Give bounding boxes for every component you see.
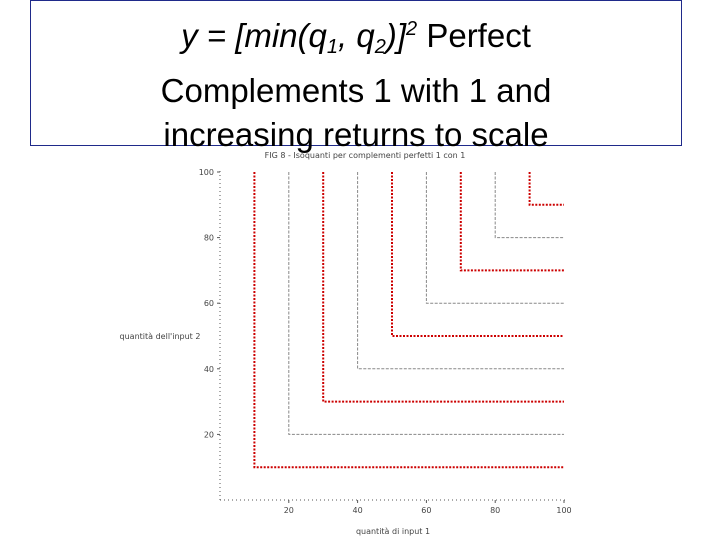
y-tick-label: 20 xyxy=(204,430,214,439)
x-axis-label: quantità di input 1 xyxy=(356,527,430,536)
y-tick-label: 60 xyxy=(204,299,214,308)
title-line-1: y = [min(q1, q2)]2 Perfect xyxy=(31,7,681,69)
formula-close: )] xyxy=(385,17,407,54)
formula-separator: , q xyxy=(338,17,375,54)
x-tick-label: 80 xyxy=(490,506,500,515)
formula-prefix: y = [min(q xyxy=(181,17,327,54)
isoquant-line-red xyxy=(322,172,564,403)
chart-title: FIG 8 - Isoquanti per complementi perfet… xyxy=(265,151,466,160)
isoquant-line-red xyxy=(253,172,564,469)
chart-axes: 20 40 60 80 100 20 40 60 80 100 xyxy=(199,168,572,515)
formula-sub-1: 1 xyxy=(326,36,339,58)
y-tick-label: 80 xyxy=(204,234,214,243)
isoquant-line-red xyxy=(391,172,564,337)
x-tick-label: 60 xyxy=(421,506,431,515)
x-tick-label: 40 xyxy=(353,506,363,515)
y-tick-label: 100 xyxy=(199,168,214,177)
title-line-3: increasing returns to scale xyxy=(163,116,549,153)
x-tick-label: 20 xyxy=(284,506,294,515)
x-tick-label: 100 xyxy=(556,506,571,515)
isoquant-line-red xyxy=(459,172,564,272)
title-formula: y = [min(q1, q2)]2 xyxy=(181,17,418,58)
title-line-2: Complements 1 with 1 and xyxy=(160,72,552,109)
formula-sub-2: 2 xyxy=(374,36,386,58)
isoquant-line-grey xyxy=(288,172,564,435)
isoquant-chart: FIG 8 - Isoquanti per complementi perfet… xyxy=(120,151,572,536)
isoquant-lines xyxy=(253,172,564,469)
isoquant-line-grey xyxy=(425,172,564,304)
slide-title: y = [min(q1, q2)]2 Perfect Complements 1… xyxy=(30,0,682,153)
y-tick-label: 40 xyxy=(204,365,214,374)
isoquant-line-grey xyxy=(494,172,564,239)
y-axis-label: quantità dell'input 2 xyxy=(120,332,201,341)
isoquant-line-red xyxy=(528,172,564,206)
isoquant-line-grey xyxy=(357,172,564,370)
formula-exponent: 2 xyxy=(406,18,418,40)
title-rest-1: Perfect xyxy=(417,17,531,54)
